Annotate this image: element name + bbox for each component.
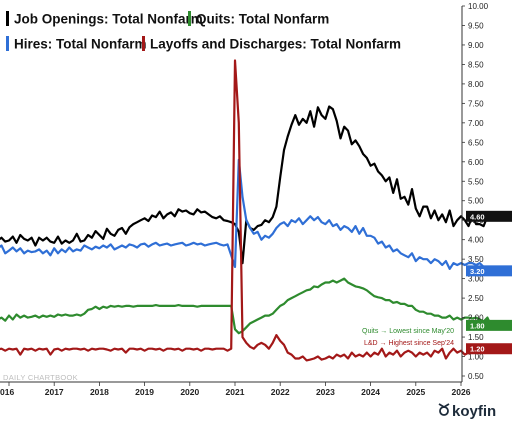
legend-swatch (142, 36, 145, 51)
annotation-text: Quits → Lowest since May'20 (362, 328, 454, 335)
series-line-layoffs-and-discharges (0, 59, 492, 362)
y-tick-label: 5.50 (468, 177, 484, 186)
y-tick-label: 2.50 (468, 294, 484, 303)
series-line-quits (0, 277, 493, 335)
legend-label: Quits: Total Nonfarm (196, 12, 329, 27)
series-line-hires (0, 158, 492, 272)
annotation-text: L&D → Highest since Sep'24 (364, 340, 454, 347)
legend-swatch (6, 36, 9, 51)
x-tick-label: 2019 (135, 387, 154, 397)
y-tick-label: 9.00 (468, 41, 484, 50)
value-badge-label: 1.80 (470, 321, 485, 330)
x-tick-label: 2025 (406, 387, 425, 397)
legend-swatch (6, 11, 9, 26)
y-tick-label: 8.50 (468, 60, 484, 69)
legend-label: Job Openings: Total Nonfarm (14, 12, 203, 27)
value-badge (466, 343, 512, 355)
axes: 0.501.001.502.002.503.003.504.004.505.00… (0, 2, 489, 397)
x-tick-label: 2023 (316, 387, 335, 397)
series-line-job-openings (0, 105, 492, 265)
value-badge (466, 319, 512, 331)
y-tick-label: 2.00 (468, 314, 484, 323)
value-badge (466, 210, 512, 222)
y-tick-label: 9.50 (468, 21, 484, 30)
y-tick-label: 6.00 (468, 158, 484, 167)
value-badge-label: 4.60 (470, 212, 485, 221)
annotations: Quits → Lowest since May'20 L&D → Highest… (362, 328, 454, 347)
legend-swatch (188, 11, 191, 26)
y-tick-label: 8.00 (468, 80, 484, 89)
x-tick-label: 2024 (361, 387, 380, 397)
series-layer (0, 59, 493, 362)
x-tick-label: 2021 (226, 387, 245, 397)
legend-label: Hires: Total Nonfarm (14, 37, 147, 52)
legend-label: Layoffs and Discharges: Total Nonfarm (150, 37, 401, 52)
y-tick-label: 4.00 (468, 236, 484, 245)
value-badges: 4.60 3.20 1.80 1.20 (466, 210, 512, 355)
y-tick-label: 1.50 (468, 333, 484, 342)
koyfin-logo-icon (438, 403, 450, 416)
x-tick-label: 2020 (180, 387, 199, 397)
x-tick-label: 2018 (90, 387, 109, 397)
y-tick-label: 0.50 (468, 372, 484, 381)
watermark-text: DAILY CHARTBOOK (3, 373, 78, 382)
value-badge-label: 1.20 (470, 345, 485, 354)
value-badge-label: 3.20 (470, 267, 485, 276)
y-tick-label: 3.00 (468, 275, 484, 284)
y-tick-label: 7.50 (468, 99, 484, 108)
x-tick-label: 2017 (45, 387, 64, 397)
y-tick-label: 5.00 (468, 197, 484, 206)
x-tick-label: 2022 (271, 387, 290, 397)
y-tick-label: 7.00 (468, 119, 484, 128)
x-tick-label: 016 (0, 387, 14, 397)
value-badge (466, 265, 512, 277)
brand-name: koyfin (452, 403, 496, 420)
x-tick-label: 2026 (452, 387, 471, 397)
y-tick-label: 3.50 (468, 255, 484, 264)
y-tick-label: 1.00 (468, 353, 484, 362)
y-tick-label: 6.50 (468, 138, 484, 147)
y-tick-label: 10.00 (468, 2, 489, 11)
brand-logo: koyfin (438, 403, 496, 420)
